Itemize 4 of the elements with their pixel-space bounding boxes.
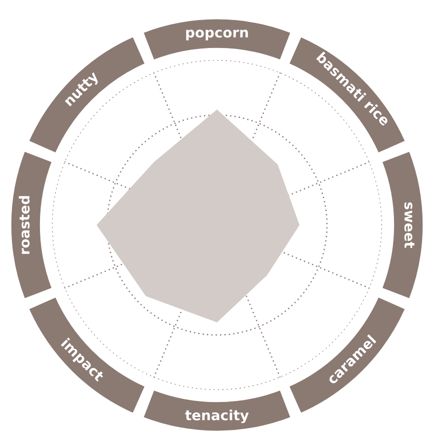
spoke-label: sweet [404, 202, 414, 248]
spoke-label: roasted [18, 196, 30, 254]
spoke-label: tenacity [185, 410, 249, 424]
spoke-label: popcorn [186, 30, 248, 40]
